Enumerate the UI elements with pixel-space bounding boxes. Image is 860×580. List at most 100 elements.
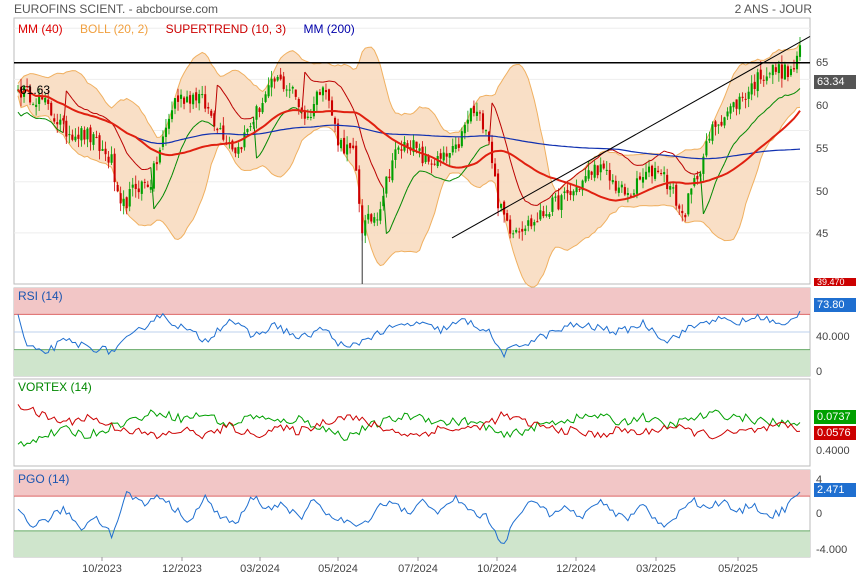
candle-body	[717, 124, 720, 126]
candle-body	[720, 121, 723, 126]
supertrend-segment	[630, 161, 635, 165]
candle-body	[258, 108, 261, 112]
candle-body	[463, 124, 466, 134]
supertrend-segment	[509, 159, 514, 171]
supertrend-segment	[612, 149, 617, 152]
candle-body	[641, 177, 645, 183]
candle-body	[780, 64, 783, 79]
candle-body	[56, 122, 59, 125]
supertrend-segment	[174, 158, 179, 167]
supertrend-segment	[26, 112, 31, 116]
supertrend-segment	[62, 90, 67, 133]
candle-body	[696, 175, 699, 180]
candle-body	[291, 86, 294, 89]
candle-body	[122, 198, 125, 206]
candle-body	[309, 117, 312, 119]
supertrend-segment	[525, 200, 529, 203]
price-tick-label: 45	[816, 228, 829, 240]
candle-body	[451, 145, 454, 153]
supertrend-segment	[488, 102, 493, 145]
candle-body	[198, 93, 201, 104]
supertrend-segment	[162, 189, 167, 196]
candle-body	[146, 184, 149, 187]
supertrend-segment	[413, 173, 417, 178]
candle-body	[750, 83, 753, 95]
candle-body	[373, 217, 376, 223]
candle-body	[481, 113, 485, 130]
candle-body	[107, 156, 110, 163]
supertrend-segment	[277, 116, 282, 122]
supertrend-segment	[482, 144, 487, 148]
candle-body	[261, 103, 264, 113]
candle-body	[152, 163, 155, 189]
candle-body	[765, 76, 768, 81]
candle-body	[663, 172, 666, 175]
candle-body	[32, 104, 35, 106]
supertrend-segment	[757, 114, 762, 118]
candle-body	[657, 170, 660, 172]
supertrend-segment	[473, 152, 478, 158]
supertrend-segment	[265, 138, 270, 145]
candle-body	[83, 129, 86, 140]
candle-body	[454, 144, 457, 149]
supertrend-segment	[99, 114, 103, 117]
candle-body	[267, 85, 270, 97]
supertrend-segment	[153, 204, 158, 210]
candle-body	[161, 136, 164, 147]
candle-body	[210, 110, 213, 116]
supertrend-segment	[591, 159, 596, 163]
candle-body	[176, 95, 180, 102]
candle-body	[747, 91, 750, 99]
candle-body	[596, 165, 599, 176]
candle-body	[352, 145, 355, 149]
candle-body	[167, 118, 171, 129]
supertrend-segment	[476, 148, 481, 153]
candle-body	[68, 134, 71, 136]
supertrend-segment	[555, 189, 559, 192]
candle-body	[50, 102, 53, 116]
legend-boll: BOLL (20, 2)	[80, 22, 149, 36]
candle-body	[44, 97, 47, 103]
supertrend-segment	[53, 125, 58, 130]
supertrend-segment	[271, 126, 276, 132]
supertrend-segment	[597, 154, 602, 159]
supertrend-segment	[219, 87, 224, 93]
supertrend-segment	[718, 169, 722, 176]
supertrend-segment	[754, 116, 759, 122]
bollinger-lower	[17, 95, 801, 288]
supertrend-segment	[675, 156, 680, 162]
supertrend-segment	[772, 100, 777, 104]
supertrend-segment	[367, 154, 372, 164]
supertrend-segment	[543, 199, 547, 202]
candle-body	[638, 176, 642, 180]
candle-body	[306, 116, 309, 118]
candle-body	[53, 118, 56, 122]
supertrend-segment	[624, 156, 629, 160]
supertrend-segment	[681, 164, 686, 171]
candle-body	[575, 187, 578, 193]
supertrend-segment	[458, 173, 463, 178]
pgo-oversold-zone	[14, 530, 810, 557]
candle-body	[179, 94, 183, 99]
candle-body	[246, 129, 249, 133]
candle-body	[164, 127, 167, 137]
candle-body	[29, 86, 32, 103]
supertrend-segment	[391, 216, 396, 224]
candle-body	[140, 181, 143, 194]
candle-body	[566, 189, 569, 194]
supertrend-segment	[745, 127, 750, 132]
chart-title: EUROFINS SCIENT. - abcbourse.com	[14, 2, 219, 16]
candle-body	[35, 104, 38, 107]
rsi-overbought-zone	[14, 288, 810, 315]
supertrend-segment	[721, 163, 725, 170]
candle-body	[285, 89, 288, 91]
supertrend-segment	[567, 179, 571, 182]
candle-body	[515, 229, 518, 233]
vortex-label: VORTEX (14)	[18, 380, 92, 394]
candle-body	[131, 184, 134, 188]
supertrend-segment	[370, 163, 375, 170]
supertrend-segment	[346, 97, 351, 103]
candle-body	[315, 91, 318, 105]
candle-body	[80, 128, 83, 141]
pgo-line	[17, 490, 801, 545]
